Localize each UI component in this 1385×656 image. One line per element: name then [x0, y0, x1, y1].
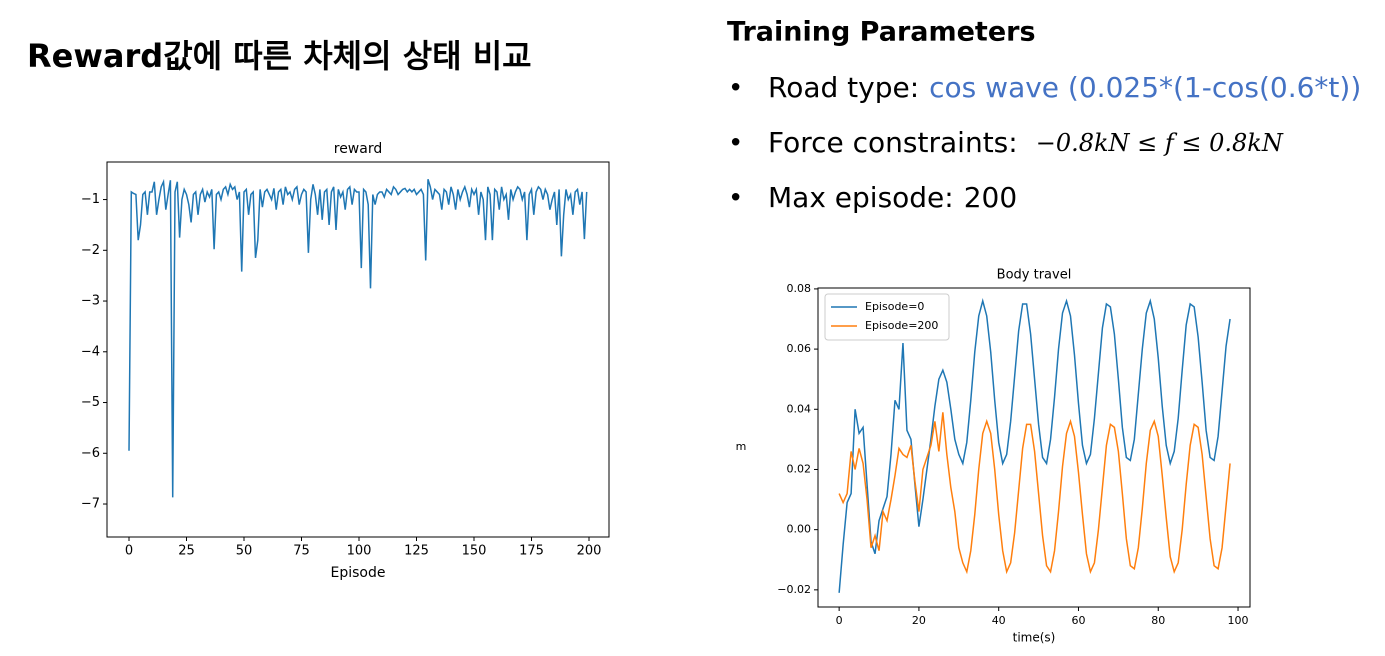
x-tick-label: 100: [347, 544, 372, 559]
x-tick-label: 0: [836, 614, 843, 627]
bullet-label: Force constraints:: [768, 126, 1018, 159]
chart-title: reward: [334, 141, 383, 157]
y-tick-label: −2: [81, 243, 100, 258]
y-tick-label: 0.06: [787, 342, 812, 355]
y-tick-label: 0.02: [787, 462, 812, 475]
x-tick-label: 0: [125, 544, 133, 559]
legend-box: [824, 293, 950, 341]
y-tick-label: −6: [81, 446, 100, 461]
bullet-label: Road type:: [768, 71, 919, 104]
plot-frame: [106, 161, 610, 538]
data-line: [838, 298, 1231, 593]
x-tick-label: 50: [236, 544, 253, 559]
bullet-dot: •: [728, 74, 743, 104]
y-tick-label: −1: [81, 192, 100, 207]
chart-title: Body travel: [997, 268, 1072, 283]
y-tick-label: −0.02: [777, 583, 811, 596]
legend-label: Episode=0: [865, 300, 924, 313]
y-tick-label: 0.08: [787, 282, 812, 295]
x-axis-label: time(s): [1013, 631, 1056, 645]
y-tick-label: −5: [81, 395, 100, 410]
params-heading: Training Parameters: [727, 17, 1036, 48]
x-tick-label: 25: [178, 544, 195, 559]
bullet: Force constraints: −0.8kN ≤ f ≤ 0.8kN: [768, 126, 1284, 159]
data-line: [838, 412, 1231, 575]
bullet: Road type: cos wave (0.025*(1-cos(0.6*t)): [768, 71, 1361, 104]
bullet-value: 200: [964, 181, 1017, 214]
x-tick-label: 100: [1228, 614, 1249, 627]
x-tick-label: 200: [577, 544, 602, 559]
bullet-value: −0.8kN ≤ f ≤ 0.8kN: [1036, 129, 1284, 157]
bullet-value: cos wave (0.025*(1-cos(0.6*t)): [929, 71, 1361, 104]
y-tick-label: 0.00: [787, 523, 812, 536]
x-tick-label: 80: [1151, 614, 1165, 627]
y-tick-label: −3: [81, 294, 100, 309]
bullet: Max episode: 200: [768, 181, 1017, 214]
x-tick-label: 125: [404, 544, 429, 559]
x-tick-label: 75: [293, 544, 310, 559]
bullet-label: Max episode:: [768, 181, 954, 214]
x-axis-label: Episode: [331, 565, 386, 581]
plot-frame: [817, 287, 1251, 608]
x-tick-label: 40: [992, 614, 1006, 627]
data-line: [128, 178, 588, 498]
y-tick-label: −7: [81, 497, 100, 512]
legend-label: Episode=200: [865, 319, 938, 332]
y-tick-label: −4: [81, 344, 100, 359]
slide-title: Reward값에 따른 차체의 상태 비교: [27, 37, 532, 75]
x-tick-label: 175: [519, 544, 544, 559]
y-tick-label: 0.04: [787, 402, 812, 415]
bullet-dot: •: [728, 129, 743, 159]
y-axis-label: m: [736, 440, 747, 453]
x-tick-label: 150: [462, 544, 487, 559]
bullet-dot: •: [728, 184, 743, 214]
x-tick-label: 60: [1071, 614, 1085, 627]
x-tick-label: 20: [912, 614, 926, 627]
